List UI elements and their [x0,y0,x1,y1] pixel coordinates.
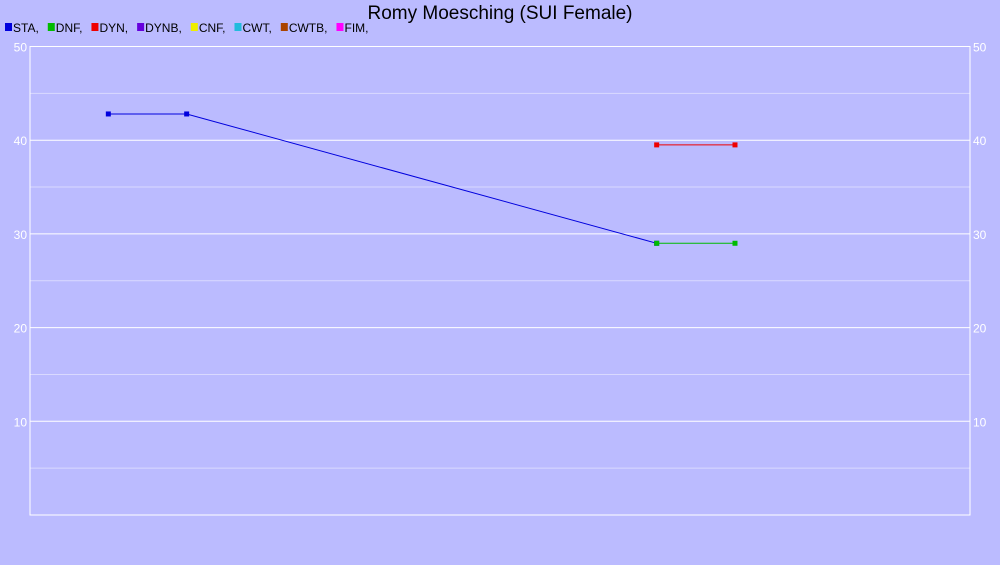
legend-item: DNF, [47,21,83,35]
y-tick-label-left: 50 [14,41,28,55]
series-sta [105,111,660,246]
y-tick-label-left: 10 [14,415,28,429]
data-point [184,111,190,117]
data-point [732,240,738,246]
y-tick-label-right: 20 [973,322,987,336]
legend-swatch [91,23,99,31]
legend-swatch [5,23,12,31]
y-tick-label-right: 10 [973,415,987,429]
y-tick-label-left: 40 [14,134,28,148]
legend-label: CWTB, [289,21,328,35]
legend-item: CNF, [190,21,226,35]
chart-title: Romy Moesching (SUI Female) [367,3,632,24]
y-tick-label-left: 30 [14,228,28,242]
data-point [654,142,660,148]
grid [30,92,970,469]
legend-item: CWT, [234,21,272,35]
legend: STA, DNF, DYN, DYNB, CNF, CWT, CWTB, FIM, [5,21,368,35]
legend-swatch [234,23,242,31]
series-layer [105,111,738,246]
y-axis-right: 10 20 30 40 50 [973,41,987,430]
legend-item: DYN, [91,21,128,35]
legend-label: DNF, [56,21,83,35]
legend-swatch [336,23,344,31]
legend-label: CWT, [242,21,271,35]
data-point [654,240,660,246]
legend-label: CNF, [199,21,226,35]
legend-item: FIM, [336,21,368,35]
legend-label: DYN, [99,21,128,35]
series-dnf [654,240,738,246]
legend-swatch [280,23,288,31]
y-tick-label-right: 50 [973,41,987,55]
series-dyn [654,142,738,148]
legend-item: CWTB, [280,21,328,35]
y-tick-label-right: 40 [973,134,987,148]
plot-frame [29,46,971,516]
series-line [108,113,657,244]
legend-swatch [190,23,198,31]
data-point [105,111,111,117]
data-point [732,142,738,148]
legend-label: FIM, [344,21,368,35]
y-tick-label-left: 20 [14,322,28,336]
legend-swatch [47,23,55,31]
legend-item: STA, [5,21,39,35]
legend-label: DYNB, [145,21,182,35]
y-axis-left: 10 20 30 40 50 [14,41,28,430]
legend-item: DYNB, [137,21,182,35]
legend-swatch [137,23,145,31]
y-tick-label-right: 30 [973,228,987,242]
legend-label: STA, [13,21,39,35]
